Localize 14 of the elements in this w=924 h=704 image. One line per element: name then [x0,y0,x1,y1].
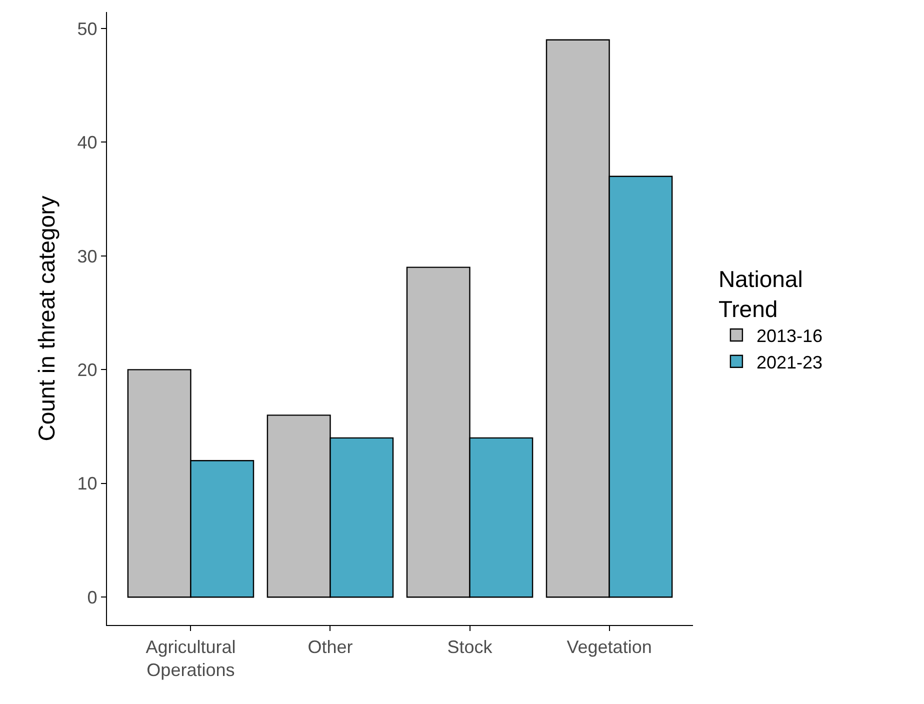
y-axis-title: Count in threat category [34,195,60,442]
x-tick-label: Vegetation [566,636,652,657]
x-tick-label: Other [308,636,353,657]
legend-label: 2021-23 [756,352,823,372]
y-tick-label: 40 [77,132,98,153]
y-tick-label: 20 [77,360,98,380]
y-tick-label: 10 [77,474,98,494]
legend-label: 2013-16 [756,326,823,346]
y-tick-label: 50 [77,18,98,39]
x-tick-label: Agricultural Operations [146,636,236,680]
x-tick-label: Stock [447,636,494,657]
y-tick-label: 30 [77,246,98,266]
y-tick-label: 0 [87,587,98,608]
legend-title: National Trend [718,266,803,322]
